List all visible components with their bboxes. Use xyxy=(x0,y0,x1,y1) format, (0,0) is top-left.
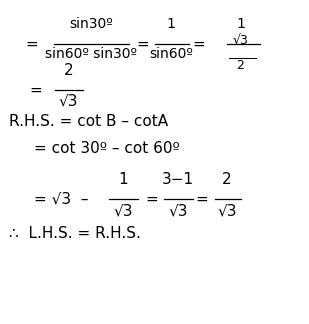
Text: sin30º: sin30º xyxy=(69,17,112,31)
Text: 1: 1 xyxy=(236,17,245,31)
Text: =: = xyxy=(136,36,149,51)
Text: 2: 2 xyxy=(237,59,244,72)
Text: √3: √3 xyxy=(218,203,237,218)
Text: √3: √3 xyxy=(59,94,78,109)
Text: sin60º sin30º: sin60º sin30º xyxy=(45,47,137,61)
Text: 2: 2 xyxy=(222,172,232,187)
Text: =: = xyxy=(145,192,158,207)
Text: = √3  –: = √3 – xyxy=(34,192,89,207)
Text: =: = xyxy=(196,192,208,207)
Text: =: = xyxy=(193,36,205,51)
Text: √3: √3 xyxy=(114,203,133,218)
Text: sin60º: sin60º xyxy=(149,47,193,61)
Text: ∴  L.H.S. = R.H.S.: ∴ L.H.S. = R.H.S. xyxy=(9,226,141,241)
Text: = cot 30º – cot 60º: = cot 30º – cot 60º xyxy=(34,141,180,156)
Text: =: = xyxy=(29,83,42,98)
Text: √3: √3 xyxy=(233,34,248,47)
Text: =: = xyxy=(25,36,38,51)
Text: √3: √3 xyxy=(168,203,188,218)
Text: 3−1: 3−1 xyxy=(162,172,194,187)
Text: 1: 1 xyxy=(119,172,128,187)
Text: 1: 1 xyxy=(166,17,175,31)
Text: 2: 2 xyxy=(64,63,73,78)
Text: R.H.S. = cot B – cotA: R.H.S. = cot B – cotA xyxy=(9,114,168,129)
